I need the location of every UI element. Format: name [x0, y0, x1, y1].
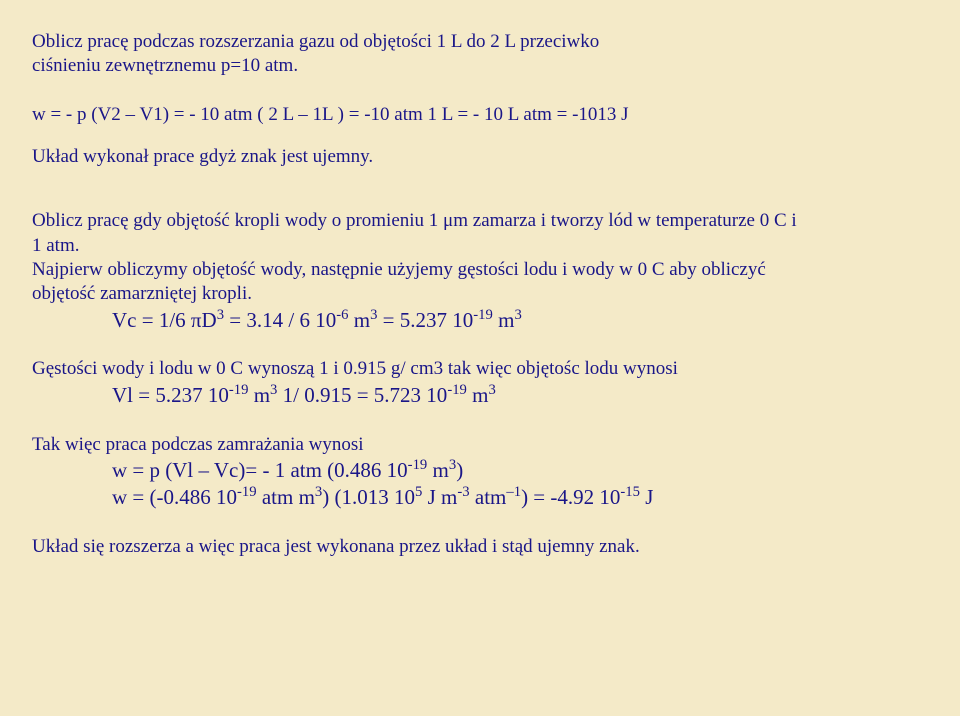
superscript: 3	[514, 307, 521, 323]
eq-part: = 3.14 / 6 10	[224, 308, 336, 332]
text-line: ciśnieniu zewnętrznemu p=10 atm.	[32, 55, 298, 76]
equation-line: w = - p (V2 – V1) = - 10 atm ( 2 L – 1L …	[32, 104, 629, 125]
text-line: Najpierw obliczymy objętość wody, następ…	[32, 259, 766, 280]
eq-part: J m	[422, 485, 457, 509]
paragraph-1: Oblicz pracę podczas rozszerzania gazu o…	[32, 30, 928, 79]
text-line: Oblicz pracę gdy objętość kropli wody o …	[32, 210, 797, 231]
text-line: Oblicz pracę podczas rozszerzania gazu o…	[32, 31, 599, 52]
eq-part: atm	[470, 485, 507, 509]
text-line: Gęstości wody i lodu w 0 C wynoszą 1 i 0…	[32, 358, 678, 379]
text-line: 1 atm.	[32, 235, 80, 256]
eq-part: m	[427, 458, 449, 482]
paragraph-2: w = - p (V2 – V1) = - 10 atm ( 2 L – 1L …	[32, 103, 928, 127]
eq-part: Vc = 1/6 πD	[112, 308, 217, 332]
superscript: –1	[506, 484, 521, 500]
paragraph-7: Układ się rozszerza a więc praca jest wy…	[32, 535, 928, 559]
superscript: -6	[336, 307, 348, 323]
text-line: objętość zamarzniętej kropli.	[32, 283, 252, 304]
superscript: -19	[237, 484, 257, 500]
eq-part: m	[348, 308, 370, 332]
superscript: 3	[217, 307, 224, 323]
superscript: -19	[229, 382, 249, 398]
paragraph-5: Gęstości wody i lodu w 0 C wynoszą 1 i 0…	[32, 357, 928, 381]
eq-part: = 5.237 10	[377, 308, 473, 332]
eq-part: m	[493, 308, 515, 332]
eq-part: Vl = 5.237 10	[112, 383, 229, 407]
eq-part: J	[640, 485, 653, 509]
superscript: -15	[620, 484, 640, 500]
eq-part: 1/ 0.915 = 5.723 10	[277, 383, 447, 407]
text-line: Układ się rozszerza a więc praca jest wy…	[32, 536, 640, 557]
eq-part: ) (1.013 10	[322, 485, 415, 509]
paragraph-6: Tak więc praca podczas zamrażania wynosi	[32, 433, 928, 457]
eq-part: )	[456, 458, 463, 482]
superscript: 3	[489, 382, 496, 398]
paragraph-3: Układ wykonał prace gdyż znak jest ujemn…	[32, 145, 928, 169]
eq-part: m	[248, 383, 270, 407]
equation-w1: w = p (Vl – Vc)= - 1 atm (0.486 10-19 m3…	[32, 457, 928, 484]
eq-part: ) = -4.92 10	[521, 485, 620, 509]
equation-vc: Vc = 1/6 πD3 = 3.14 / 6 10-6 m3 = 5.237 …	[32, 307, 928, 334]
superscript: -3	[457, 484, 469, 500]
equation-w2: w = (-0.486 10-19 atm m3) (1.013 105 J m…	[32, 484, 928, 511]
eq-part: m	[467, 383, 489, 407]
superscript: -19	[408, 457, 428, 473]
eq-part: w = p (Vl – Vc)= - 1 atm (0.486 10	[112, 458, 408, 482]
superscript: -19	[473, 307, 493, 323]
spacer	[32, 127, 928, 145]
eq-part: w = (-0.486 10	[112, 485, 237, 509]
paragraph-4: Oblicz pracę gdy objętość kropli wody o …	[32, 209, 928, 306]
equation-vl: Vl = 5.237 10-19 m3 1/ 0.915 = 5.723 10-…	[32, 382, 928, 409]
superscript: -19	[447, 382, 467, 398]
eq-part: atm m	[257, 485, 315, 509]
text-line: Układ wykonał prace gdyż znak jest ujemn…	[32, 146, 373, 167]
text-line: Tak więc praca podczas zamrażania wynosi	[32, 434, 364, 455]
